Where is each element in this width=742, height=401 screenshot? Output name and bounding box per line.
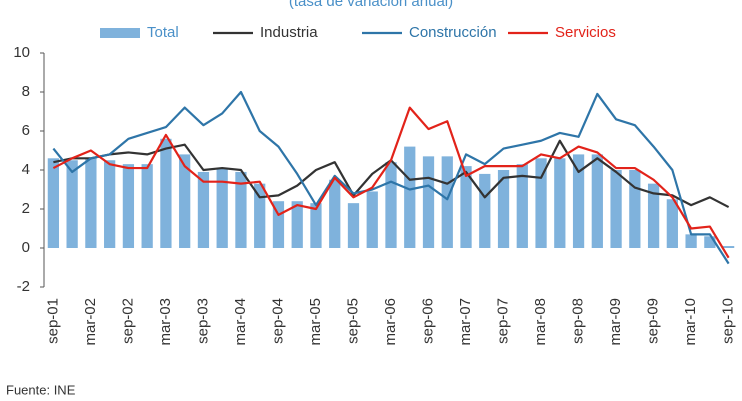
bar [404,146,416,248]
y-tick-label: 2 [22,200,30,217]
x-tick-label: mar-06 [382,298,399,346]
bar [272,201,285,248]
x-tick-label: sep-10 [720,298,737,344]
bar [160,138,172,248]
bar [460,166,472,248]
bar [704,236,716,248]
bar [216,168,228,248]
line [52,90,730,265]
bar [141,164,153,248]
x-tick-label: mar-04 [232,298,249,346]
x-tick-label: mar-09 [607,298,624,346]
bar [104,160,116,248]
line [52,106,730,259]
x-tick-label: mar-08 [532,298,549,346]
x-tick-label: sep-04 [269,298,286,344]
bar [647,183,660,248]
bar [66,160,78,248]
y-tick-label: 6 [22,122,30,139]
legend-label: Total [147,24,179,41]
x-tick-label: mar-10 [682,298,699,346]
bar [591,154,603,248]
bar [235,171,247,248]
y-tick-label: 8 [22,83,30,100]
y-tick-label: 10 [13,44,30,61]
bar [497,170,510,248]
x-tick-label: sep-09 [645,298,662,344]
bar [610,170,622,248]
bar [572,154,585,248]
x-tick-label: mar-02 [82,298,99,346]
bar [197,171,210,248]
bar [422,156,435,248]
bar [47,158,60,248]
bar [516,164,528,248]
legend-label: Industria [260,24,318,41]
bar [329,179,341,248]
bar [366,191,378,248]
bar [122,164,135,248]
x-tick-label: sep-08 [570,298,587,344]
x-tick-label: sep-07 [495,298,512,344]
x-tick-label: sep-06 [419,298,436,344]
bar [347,203,360,248]
x-tick-label: sep-01 [44,298,61,344]
source: Fuente: INE [6,382,76,397]
x-tick-label: mar-05 [307,298,324,346]
legend-swatch [100,28,140,38]
x-tick-label: mar-07 [457,298,474,346]
bar [254,183,266,248]
x-tick-label: mar-03 [157,298,174,346]
bar [385,162,397,248]
bar [479,173,491,248]
legend-label: Servicios [555,24,616,41]
bar [291,201,303,248]
bar [685,234,697,248]
bar [722,246,735,248]
bar [310,203,322,248]
legend-label: Construcción [409,24,497,41]
bar [554,158,566,248]
x-tick-label: sep-03 [194,298,211,344]
bar [666,199,678,248]
y-tick-label: -2 [17,278,30,295]
bar [179,154,191,248]
x-tick-label: sep-05 [344,298,361,344]
bar [85,158,97,248]
bar [535,158,547,248]
y-tick-label: 0 [22,239,30,256]
bar [629,170,641,248]
y-tick-label: 4 [22,161,30,178]
chart-title: (tasa de variación anual) [289,0,453,10]
bar [441,156,453,248]
x-tick-label: sep-02 [119,298,136,344]
